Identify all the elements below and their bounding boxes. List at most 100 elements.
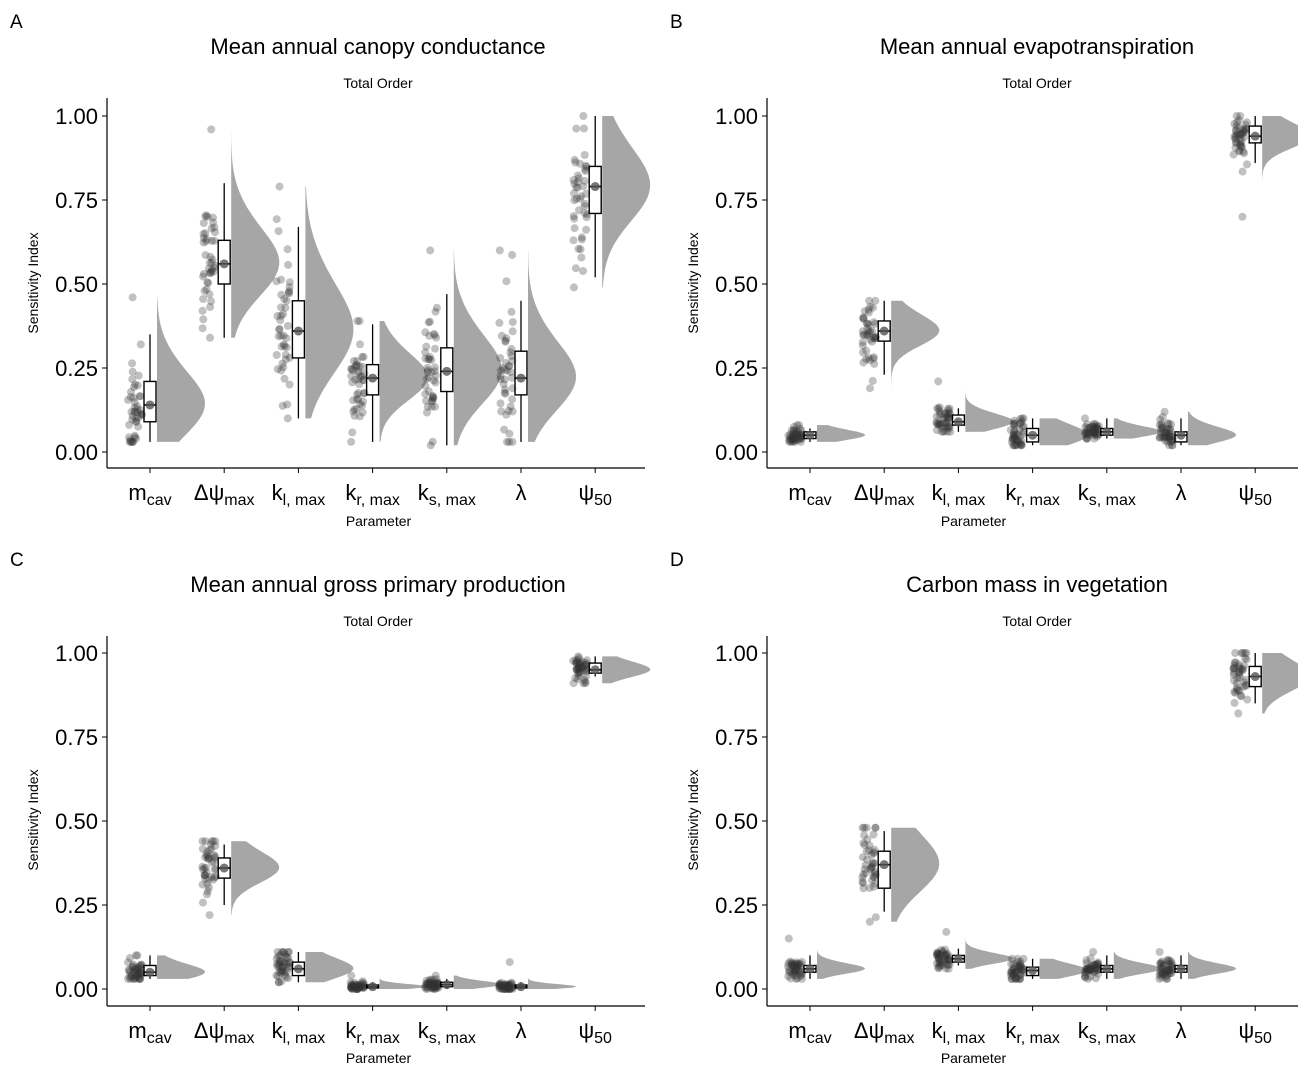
data-point [136,961,145,970]
median-point [1028,966,1038,976]
data-point [203,887,212,896]
data-point [940,951,949,960]
data-point [570,189,578,198]
x-tick-label-main: Δψ [194,480,224,505]
data-point [421,354,430,363]
data-point [429,393,437,401]
data-point [1093,422,1101,430]
data-point [425,331,434,340]
data-point [935,407,944,416]
data-point [1084,428,1093,437]
median-point [219,863,229,873]
y-tick-label: 0.75 [55,188,98,213]
data-point [788,970,797,979]
data-point [580,666,589,674]
data-point [430,363,439,372]
data-point [505,983,514,992]
data-point [503,366,512,375]
data-points [858,823,880,926]
data-point [274,332,283,341]
data-point [1235,664,1244,673]
data-point [1008,971,1017,980]
data-point [274,972,282,981]
data-point [1157,959,1166,968]
data-point [423,979,432,988]
data-point [347,365,356,373]
data-point [579,112,588,120]
y-axis-label: Sensitivity Index [25,232,41,333]
data-point [1164,965,1173,974]
data-point [505,980,514,989]
data-point [794,427,802,436]
y-tick-label: 0.50 [55,809,98,834]
density-shape [1262,653,1298,714]
data-point [421,348,430,357]
data-point [938,423,947,432]
data-point [199,272,208,281]
data-point [131,972,140,981]
data-point [131,408,140,416]
data-point [205,853,214,862]
data-point [278,359,287,368]
data-point [945,424,954,433]
data-point [275,959,283,968]
data-point [570,155,579,164]
data-point [1167,420,1176,429]
data-point [933,420,942,429]
data-point [352,361,361,370]
data-point [1235,147,1244,156]
data-point [792,433,801,441]
data-point [357,979,366,988]
median-point [1250,672,1260,682]
data-point [210,223,219,232]
data-point [1166,966,1175,975]
data-point [1159,427,1168,436]
data-point [506,348,515,357]
data-point [570,179,579,188]
data-point [347,980,356,989]
data-point [860,840,869,849]
data-point [205,290,214,299]
data-point [1165,433,1173,442]
data-point [277,311,286,320]
data-point [130,398,139,407]
data-point [574,652,582,661]
data-point [206,252,215,261]
data-point [128,437,137,446]
data-point [422,979,431,988]
data-point [942,413,951,422]
x-tick-label-main: λ [516,1018,527,1043]
data-point [1235,686,1244,695]
y-axis-label: Sensitivity Index [685,232,701,333]
data-point [354,368,363,377]
category-5: λ [1155,948,1236,1043]
data-point [205,846,214,854]
data-point [425,352,434,361]
data-point [1243,695,1252,704]
category-5: λ [1155,407,1236,505]
data-point [936,951,944,959]
data-point [936,950,945,959]
x-tick-label-main: Δψ [854,480,884,505]
data-point [1155,971,1164,980]
data-point [1086,966,1094,975]
data-point [859,870,868,879]
density-shape [379,320,428,442]
x-tick-label-sub: l, max [283,1030,326,1047]
x-tick-label: kl, max [272,1018,326,1047]
data-point [935,419,944,428]
data-point [1166,432,1175,441]
data-point [1018,414,1027,423]
data-point [206,303,215,311]
data-point [867,862,876,871]
data-point [353,984,362,993]
data-point [1007,974,1016,983]
data-point [282,296,291,305]
data-point [1081,428,1090,437]
data-point [859,314,868,323]
data-point [1242,649,1251,657]
data-point [580,176,589,185]
data-point [199,315,208,324]
data-point [573,183,582,192]
data-points [932,927,954,973]
